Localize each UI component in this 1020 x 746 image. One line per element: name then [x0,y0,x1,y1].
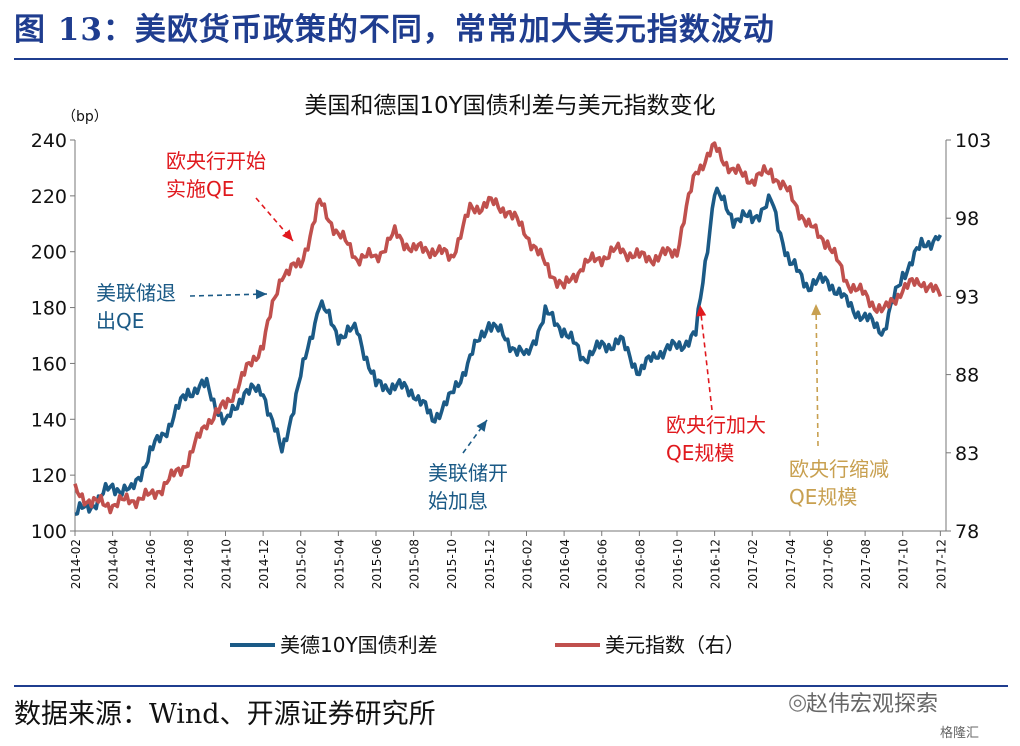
x-tick-label: 2017-02 [746,539,760,589]
annotation-ecb-taper-qe-arrow-head [811,304,822,316]
left-tick-label: 240 [31,130,67,152]
annotation-ecb-taper-qe: QE规模 [789,485,857,509]
x-tick-label: 2017-12 [934,539,948,589]
right-tick-label: 93 [955,286,979,308]
legend-label: 美元指数（右） [605,633,745,657]
annotation-fed-hike: 美联储开 [428,461,508,485]
annotation-ecb-expand-qe-arrow-head [696,305,707,317]
x-tick-label: 2014-04 [107,539,121,589]
logo-text: 格隆汇 [940,726,980,741]
annotation-ecb-taper-qe-arrow [815,303,819,447]
x-tick-label: 2016-10 [671,539,685,589]
x-tick-label: 2017-04 [784,539,798,589]
annotation-ecb-expand-qe: QE规模 [666,441,734,465]
annotation-fed-exit-qe: 美联储退 [96,281,176,305]
x-tick-label: 2015-12 [483,539,497,589]
left-tick-label: 140 [31,409,67,431]
annotation-ecb-qe-start-arrow-head [282,229,293,241]
right-tick-label: 103 [955,130,991,152]
x-tick-label: 2016-12 [709,539,723,589]
annotation-fed-exit-qe-arrow [189,293,268,297]
annotation-ecb-qe-start: 实施QE [166,177,234,201]
source-note: 数据来源：Wind、开源证券研究所 [14,699,436,730]
right-tick-label: 88 [955,365,979,387]
x-tick-label: 2015-02 [295,539,309,589]
wechat-icon: ◎ [788,690,808,715]
right-tick-label: 78 [955,521,979,543]
left-axis-unit: （bp） [62,109,108,125]
figure-title: 图 13：美欧货币政策的不同，常常加大美元指数波动 [14,12,775,48]
x-tick-label: 2014-06 [144,539,158,589]
left-tick-label: 160 [31,353,67,375]
x-tick-label: 2014-12 [257,539,271,589]
source-rule [14,685,1008,687]
chart-title: 美国和德国10Y国债利差与美元指数变化 [304,93,715,119]
left-tick-label: 180 [31,298,67,320]
series-line-dxy [73,141,943,515]
annotation-fed-hike-arrow [462,419,488,454]
annotations-group: 欧央行开始实施QE美联储退出QE美联储开始加息欧央行加大QE规模欧央行缩减QE规… [96,149,889,513]
annotation-fed-hike: 始加息 [428,489,488,513]
x-tick-label: 2016-06 [596,539,610,589]
x-tick-label: 2016-02 [520,539,534,589]
annotation-fed-exit-qe-arrow-head [255,289,267,300]
x-tick-label: 2014-08 [182,539,196,589]
right-tick-label: 98 [955,208,979,230]
x-tick-label: 2017-10 [897,539,911,589]
left-tick-label: 220 [31,186,67,208]
annotation-fed-hike-arrow-head [476,420,487,432]
watermark-text: 赵伟宏观探索 [806,692,939,717]
x-tick-label: 2014-02 [69,539,83,589]
x-tick-label: 2017-06 [821,539,835,589]
series-group [73,141,943,516]
legend-label: 美德10Y国债利差 [280,633,438,657]
annotation-ecb-expand-qe-arrow [699,304,713,411]
left-tick-label: 120 [31,465,67,487]
left-tick-label: 200 [31,242,67,264]
legend-group: 美德10Y国债利差 美元指数（右） [230,633,745,657]
x-tick-label: 2015-04 [332,539,346,589]
x-tick-label: 2015-10 [445,539,459,589]
x-tick-label: 2016-08 [633,539,647,589]
annotation-ecb-qe-start: 欧央行开始 [166,149,266,173]
x-tick-label: 2016-04 [558,539,572,589]
annotation-fed-exit-qe: 出QE [96,309,144,333]
title-rule [14,58,1008,60]
annotation-ecb-expand-qe: 欧央行加大 [666,413,766,437]
annotation-ecb-taper-qe: 欧央行缩减 [789,457,889,481]
x-tick-label: 2015-06 [370,539,384,589]
axes-group: 100 120 140 160 180 200 220 240 78 83 88 93 98 103 201… [31,130,992,589]
right-tick-label: 83 [955,443,979,465]
x-tick-label: 2017-08 [859,539,873,589]
series-line-spread [74,186,942,516]
x-tick-label: 2014-10 [219,539,233,589]
left-tick-label: 100 [31,521,67,543]
x-tick-label: 2015-08 [408,539,422,589]
